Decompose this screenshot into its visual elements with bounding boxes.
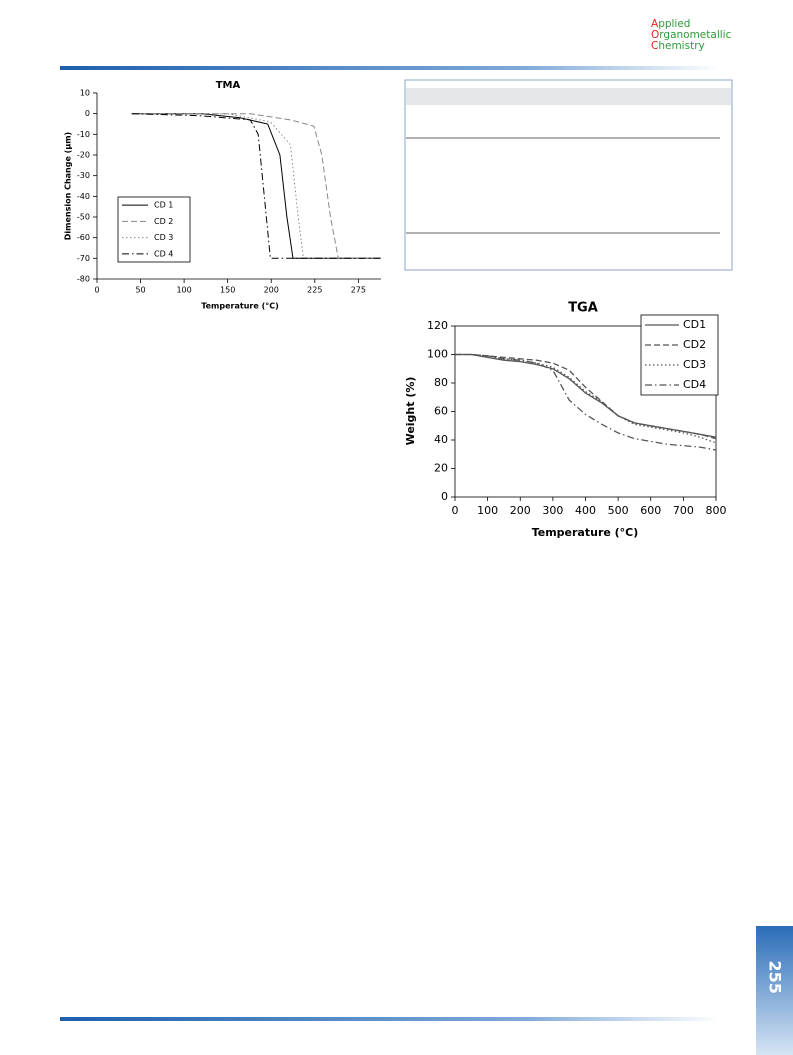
journal-word: Applied — [651, 18, 691, 30]
y-tick-label: -40 — [77, 192, 90, 201]
y-tick-label: -20 — [77, 151, 90, 160]
y-tick-label: 20 — [434, 462, 448, 475]
series-line — [131, 113, 381, 259]
y-tick-label: -60 — [77, 233, 90, 242]
y-tick-label: 0 — [85, 109, 90, 118]
journal-name: Applied Organometallic Chemistry — [651, 19, 731, 52]
legend-label: CD 4 — [154, 249, 173, 258]
footer-rule — [60, 1017, 720, 1021]
y-tick-label: 40 — [434, 433, 448, 446]
x-tick-label: 200 — [510, 504, 531, 517]
y-tick-label: -80 — [77, 275, 90, 284]
series-line — [455, 353, 717, 451]
x-tick-label: 225 — [307, 286, 322, 295]
series-line — [455, 353, 717, 440]
y-tick-label: -30 — [77, 171, 90, 180]
x-axis-label: Temperature (°C) — [532, 526, 639, 539]
x-tick-label: 50 — [135, 286, 145, 295]
y-tick-label: 120 — [427, 319, 448, 332]
x-tick-label: 275 — [351, 286, 366, 295]
series-line — [131, 113, 381, 259]
x-tick-label: 100 — [176, 286, 191, 295]
chart-title: TGA — [568, 301, 598, 316]
chart-title: TMA — [216, 80, 241, 91]
x-tick-label: 500 — [608, 504, 629, 517]
legend-label: CD 3 — [154, 233, 173, 242]
series-line — [131, 113, 381, 259]
x-tick-label: 0 — [452, 504, 459, 517]
legend-label: CD 1 — [154, 201, 173, 210]
page-tab — [756, 926, 793, 1055]
y-axis-label: Dimension Change (µm) — [64, 132, 73, 240]
journal-word: Chemistry — [651, 40, 705, 52]
x-tick-label: 0 — [94, 286, 99, 295]
table-frame — [404, 79, 733, 271]
journal-word: Organometallic — [651, 29, 732, 41]
y-tick-label: 80 — [434, 376, 448, 389]
header-rule — [60, 66, 720, 70]
legend-label: CD4 — [683, 378, 706, 391]
y-tick-label: -50 — [77, 213, 90, 222]
legend-box — [640, 314, 719, 396]
x-tick-label: 600 — [640, 504, 661, 517]
legend-label: CD1 — [683, 318, 706, 331]
x-tick-label: 400 — [575, 504, 596, 517]
y-tick-label: 60 — [434, 405, 448, 418]
y-axis-label: Weight (%) — [404, 377, 417, 446]
x-tick-label: 150 — [220, 286, 235, 295]
x-axis-label: Temperature (°C) — [201, 302, 279, 311]
x-tick-label: 200 — [264, 286, 279, 295]
y-tick-label: -70 — [77, 254, 90, 263]
y-tick-label: 0 — [441, 490, 448, 503]
legend-label: CD 2 — [154, 217, 173, 226]
legend-box — [117, 196, 191, 263]
y-tick-label: -10 — [77, 130, 90, 139]
legend-label: CD2 — [683, 338, 706, 351]
x-tick-label: 800 — [706, 504, 727, 517]
y-tick-label: 100 — [427, 348, 448, 361]
x-tick-label: 700 — [673, 504, 694, 517]
x-tick-label: 100 — [477, 504, 498, 517]
y-tick-label: 10 — [80, 89, 90, 98]
x-tick-label: 300 — [542, 504, 563, 517]
legend-label: CD3 — [683, 358, 706, 371]
